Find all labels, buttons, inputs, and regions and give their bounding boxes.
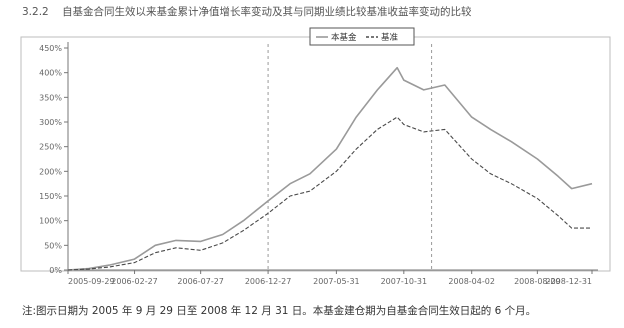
legend-label: 基准 (381, 32, 399, 43)
fund-series-line (67, 66, 593, 271)
benchmark-series-line (67, 116, 592, 271)
section-title: 自基金合同生效以来基金累计净值增长率变动及其与同期业绩比较基准收益率变动的比较 (62, 6, 472, 18)
legend-box (309, 27, 415, 46)
section-number: 3.2.2 (22, 6, 49, 18)
y-tick-label: 450% (39, 44, 62, 53)
chart-svg: 0% 50% 100% 150% 200% 250% 300% 350% 400% 450% 200… (14, 24, 614, 294)
tick-labels: 0% 50% 100% 150% 200% 250% 300% 350% 400% 450% 200… (39, 44, 592, 286)
x-tick-label: 2007-10-31 (381, 277, 428, 286)
y-tick-label: 350% (39, 93, 62, 102)
legend-label: 本基金 (331, 32, 357, 43)
footnote: 注:图示日期为 2005 年 9 月 29 日至 2008 年 12 月 31 … (22, 305, 537, 317)
x-tick-label: 2007-05-31 (313, 277, 360, 286)
x-tick-label: 2005-09-29 (68, 277, 115, 286)
chart-background (14, 24, 614, 294)
x-tick-label: 2006-12-27 (245, 277, 292, 286)
y-tick-label: 50% (44, 241, 62, 250)
y-tick-label: 0% (49, 266, 62, 275)
x-tick-label: 2008-12-31 (546, 277, 593, 286)
performance-chart: 0% 50% 100% 150% 200% 250% 300% 350% 400% 450% 200… (14, 24, 614, 294)
y-tick-label: 150% (39, 192, 62, 201)
y-tick-label: 200% (39, 167, 62, 176)
legend: 本基金 基准 (309, 27, 415, 46)
y-tick-label: 300% (39, 118, 62, 127)
guide-lines (267, 44, 433, 270)
y-tick-label: 100% (39, 217, 62, 226)
section-heading: 3.2.2 自基金合同生效以来基金累计净值增长率变动及其与同期业绩比较基准收益率… (22, 4, 472, 19)
x-tick-label: 2006-07-27 (177, 277, 224, 286)
x-tick-label: 2008-04-02 (448, 277, 495, 286)
series-group (67, 66, 593, 271)
axes (64, 42, 598, 274)
y-tick-label: 250% (39, 143, 62, 152)
x-tick-label: 2006-02-27 (111, 277, 158, 286)
y-tick-label: 400% (39, 69, 62, 78)
x-tick-label: 2008-08-29 (514, 277, 561, 286)
